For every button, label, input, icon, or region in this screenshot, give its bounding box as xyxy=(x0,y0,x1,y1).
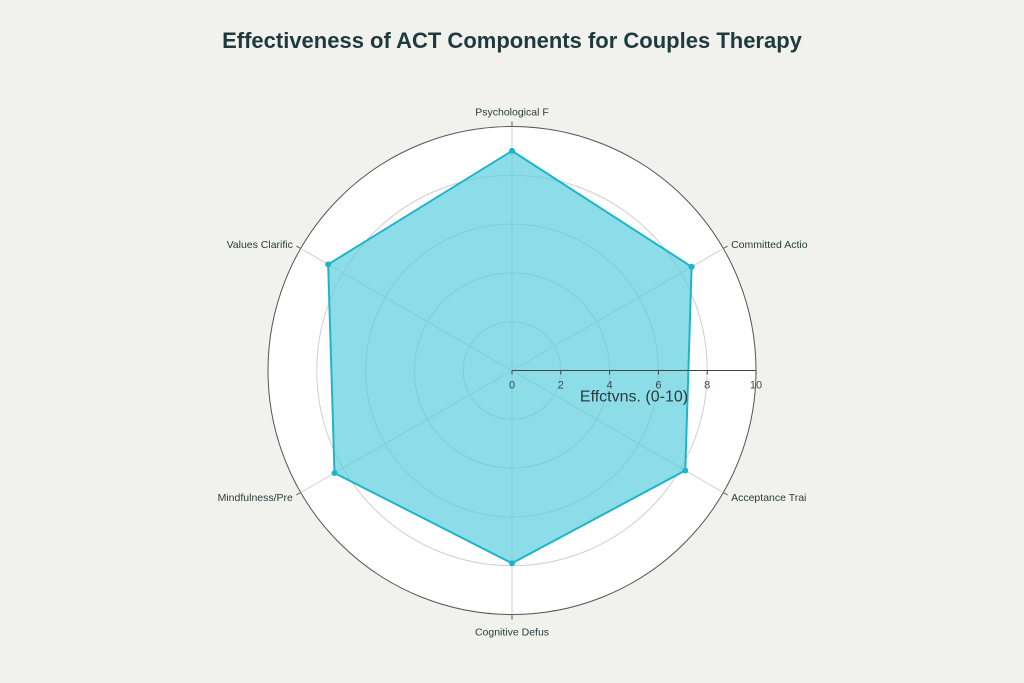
data-point xyxy=(509,147,515,154)
category-label: Mindfulness/Pre xyxy=(218,492,293,504)
category-label: Psychological F xyxy=(475,107,549,119)
radial-tick-label: 6 xyxy=(655,380,661,392)
radial-tick-label: 10 xyxy=(750,380,762,392)
data-point xyxy=(509,560,515,567)
radial-tick-label: 0 xyxy=(509,380,515,392)
radial-axis-title: Effctvns. (0-10) xyxy=(580,389,688,406)
data-point xyxy=(331,469,338,476)
data-point xyxy=(325,261,332,268)
radial-tick-label: 4 xyxy=(607,380,613,392)
data-point xyxy=(688,263,695,270)
radial-tick-label: 8 xyxy=(704,380,710,392)
category-label: Values Clarific xyxy=(227,239,293,251)
category-tick xyxy=(296,492,301,496)
category-label: Acceptance Trai xyxy=(731,492,806,504)
category-tick xyxy=(723,245,728,249)
category-tick xyxy=(296,245,301,249)
radial-tick-label: 2 xyxy=(558,380,564,392)
category-label: Cognitive Defus xyxy=(475,627,549,639)
category-tick xyxy=(723,492,728,496)
category-label: Committed Actio xyxy=(731,239,808,251)
chart-title: Effectiveness of ACT Components for Coup… xyxy=(222,28,802,53)
data-point xyxy=(682,467,689,474)
